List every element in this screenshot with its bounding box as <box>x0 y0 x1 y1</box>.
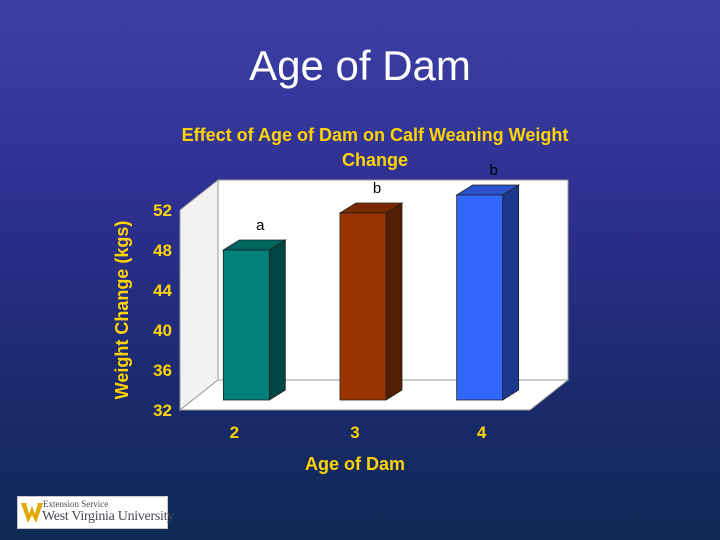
wvu-extension-logo: Extension Service West Virginia Universi… <box>17 496 174 529</box>
y-tick-label: 36 <box>153 361 172 380</box>
y-tick-label: 32 <box>153 401 172 420</box>
logo-service-text: Extension Service <box>43 499 109 509</box>
bar-front-face <box>339 212 387 401</box>
slide-title: Age of Dam <box>249 42 471 89</box>
bar-age-4 <box>455 184 521 401</box>
y-tick-label: 44 <box>153 281 172 300</box>
x-axis-label: Age of Dam <box>305 454 405 474</box>
y-axis-label: Weight Change (kgs) <box>112 221 132 400</box>
logo-university-text: West Virginia University <box>42 509 174 524</box>
bar-side-face <box>502 184 520 401</box>
bar-front-face <box>456 194 504 401</box>
x-tick-label: 3 <box>350 423 359 442</box>
chart-title: Effect of Age of Dam on Calf Weaning Wei… <box>182 125 569 170</box>
bar-age-2 <box>221 239 287 401</box>
wvu-flying-wv-icon <box>21 503 43 523</box>
bar-significance-label: b <box>373 180 381 197</box>
y-tick-label: 48 <box>153 241 172 260</box>
chart-side-wall <box>179 178 219 412</box>
x-tick-label: 2 <box>230 423 239 442</box>
x-tick-label: 4 <box>477 423 487 442</box>
bar-side-face <box>385 202 403 401</box>
y-tick-label: 40 <box>153 321 172 340</box>
plot-area: 32 36 40 44 48 52 a 2 b 3 b 4 <box>153 162 570 442</box>
chart-title-line-2: Change <box>342 150 408 170</box>
bar-age-3 <box>338 202 404 401</box>
bar-significance-label: a <box>256 217 265 234</box>
bar-front-face <box>222 249 270 401</box>
bar-side-face <box>268 239 286 401</box>
chart-title-line-1: Effect of Age of Dam on Calf Weaning Wei… <box>182 125 569 145</box>
bar-significance-label: b <box>489 162 497 179</box>
y-tick-label: 52 <box>153 201 172 220</box>
